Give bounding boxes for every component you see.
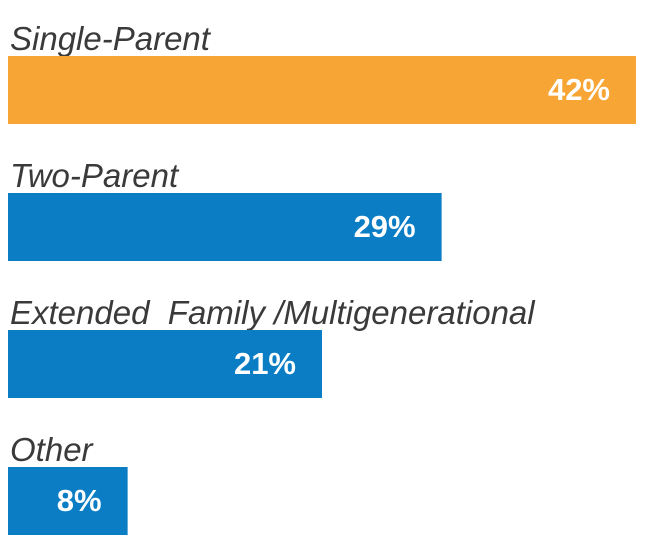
value-label: 21% [234,346,296,381]
bar [8,330,322,398]
value-label: 8% [57,483,102,518]
bar [8,56,636,124]
category-label: Single-Parent [10,20,212,57]
category-label: Two-Parent [10,157,180,194]
value-label: 42% [548,72,610,107]
bar [8,193,442,261]
value-label: 29% [354,209,416,244]
category-label: Extended Family /Multigenerational [10,294,536,331]
bar [8,467,128,535]
category-label: Other [10,431,95,468]
